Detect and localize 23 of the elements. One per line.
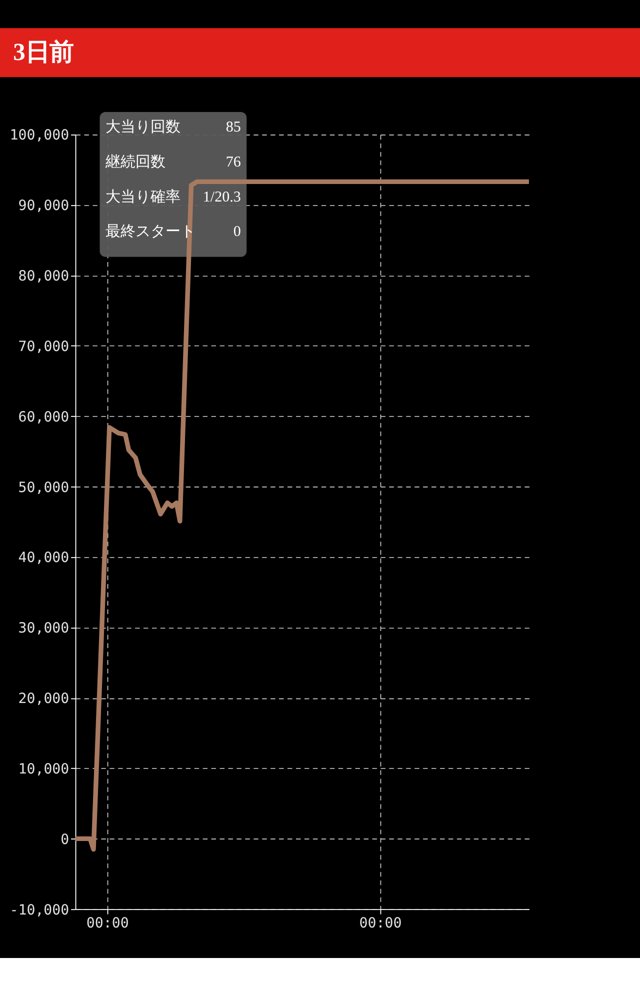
annotation: 大当り確率: [105, 188, 180, 206]
y-tick-label: 40,000: [18, 550, 70, 566]
y-tick-label: 50,000: [18, 480, 70, 496]
y-tick-label: -10,000: [10, 902, 70, 918]
y-tick-label: 20,000: [18, 691, 70, 708]
y-tick-label: 70,000: [18, 338, 70, 355]
y-tick-label: 90,000: [18, 198, 70, 214]
annotation: 大当り回数: [105, 118, 180, 136]
annotation: 85: [226, 120, 241, 136]
x-tick-label: 00:00: [86, 915, 129, 932]
y-tick-label: 0: [60, 832, 70, 848]
y-tick-label: 60,000: [18, 409, 70, 426]
annotation: 76: [226, 154, 242, 171]
annotation: 1/20.3: [202, 189, 241, 206]
x-tick-label: 00:00: [359, 915, 402, 932]
chart-title: 3日前: [13, 39, 74, 66]
annotation: 0: [233, 224, 241, 240]
y-tick-label: 100,000: [10, 128, 70, 144]
annotation: 最終スタート: [105, 223, 196, 240]
y-tick-label: 80,000: [18, 268, 70, 285]
annotation: 継続回数: [104, 154, 166, 171]
y-tick-label: 10,000: [18, 761, 70, 778]
y-tick-label: 30,000: [18, 620, 70, 637]
